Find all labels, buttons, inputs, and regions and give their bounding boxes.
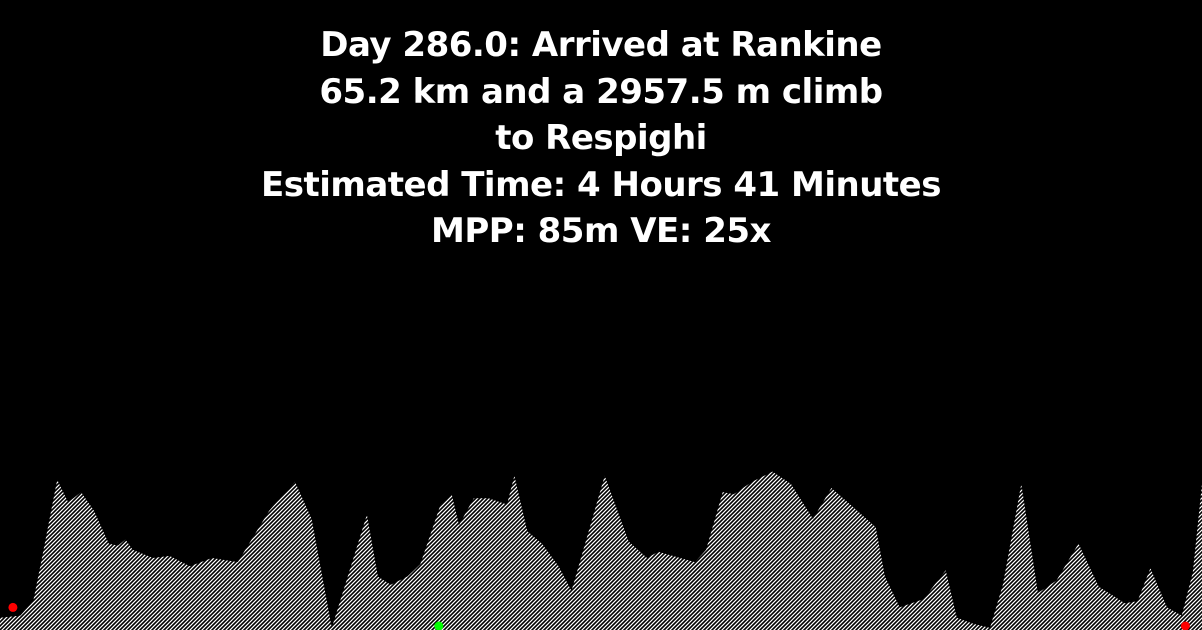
start-marker — [8, 602, 18, 612]
elevation-area — [0, 471, 1202, 630]
title-line-destination: to Respighi — [495, 118, 707, 158]
current-marker — [434, 621, 444, 630]
route-marker-layer — [8, 602, 1190, 630]
end-marker — [1180, 621, 1190, 630]
title-line-mpp-ve: MPP: 85m VE: 25x — [431, 211, 771, 251]
title-line-day: Day 286.0: Arrived at Rankine — [320, 25, 882, 65]
header-block: Day 286.0: Arrived at Rankine 65.2 km an… — [0, 22, 1202, 255]
title-line-distance-climb: 65.2 km and a 2957.5 m climb — [319, 71, 883, 112]
title-line-estimated-time: Estimated Time: 4 Hours 41 Minutes — [261, 164, 941, 205]
elevation-area-layer — [0, 471, 1202, 630]
